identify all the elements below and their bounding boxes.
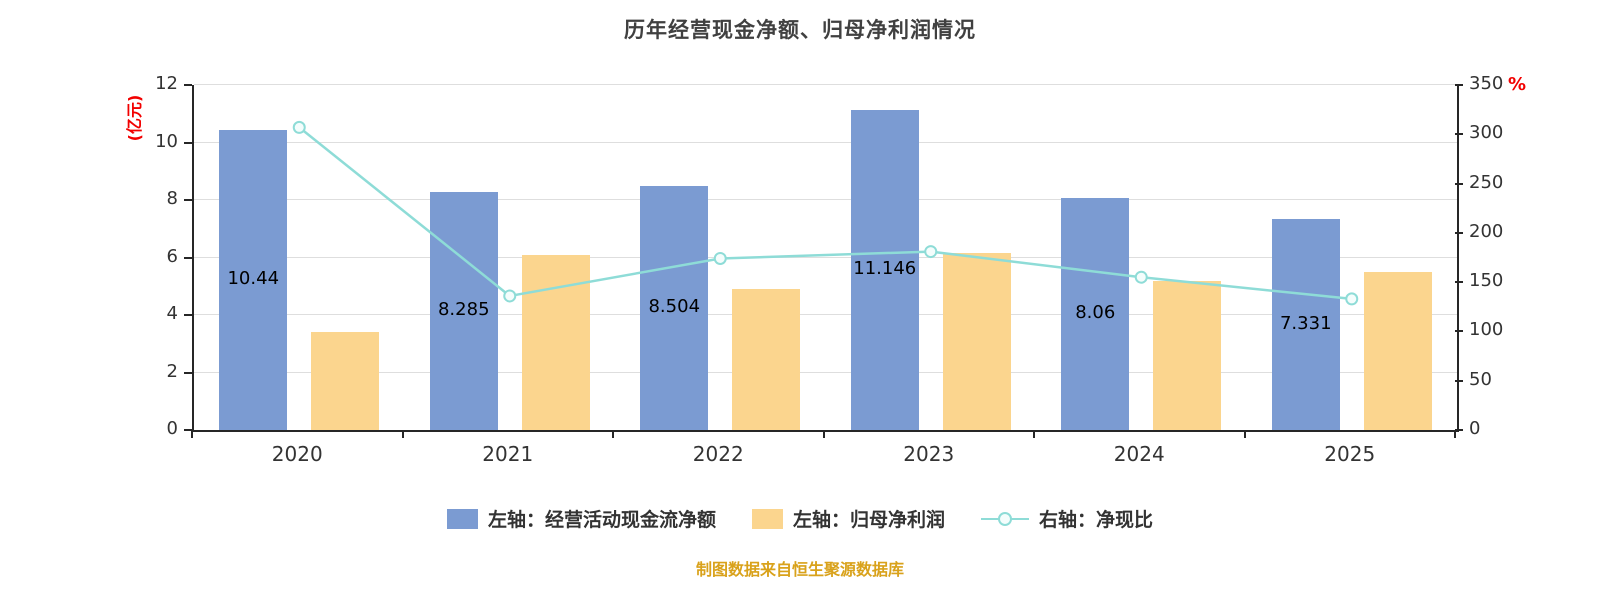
x-tick-mark: [1243, 430, 1246, 438]
legend-item-ratio: 右轴：净现比: [981, 505, 1153, 532]
plot-area: 10.44 8.285 8.504 11.146 8.06 7.331: [192, 84, 1459, 432]
value-label-2024: 8.06: [1075, 302, 1116, 324]
bar-netprofit-2022: [732, 289, 801, 430]
gridline: [194, 314, 1457, 315]
right-tick-label: 200: [1469, 220, 1504, 242]
gridline: [194, 84, 1457, 85]
chart-title: 历年经营现金净额、归母净利润情况: [624, 18, 976, 42]
left-tick-label: 10: [155, 130, 178, 152]
gridline: [194, 141, 1457, 143]
bar-netprofit-2020: [311, 332, 380, 430]
right-tick-mark: [1455, 182, 1463, 185]
right-tick-mark: [1455, 281, 1463, 284]
legend-item-net-profit: 左轴：归母净利润: [751, 505, 945, 532]
right-tick-label: 350: [1469, 73, 1504, 94]
left-tick-mark: [184, 371, 192, 374]
x-tick-mark: [1454, 430, 1456, 438]
right-tick-mark: [1455, 379, 1463, 382]
right-tick-label: 100: [1469, 319, 1504, 341]
right-tick-mark: [1455, 231, 1463, 234]
bar-netprofit-2023: [942, 253, 1011, 430]
legend-label-operating-cashflow: 左轴：经营活动现金流净额: [487, 509, 716, 531]
bar-netprofit-2024: [1153, 280, 1222, 430]
legend-label-net-profit: 左轴：归母净利润: [792, 509, 945, 531]
left-tick-mark: [184, 141, 192, 144]
left-tick-mark: [184, 199, 192, 201]
line-marker-2025: [1345, 292, 1359, 306]
right-axis-title: %: [1508, 74, 1527, 95]
bar-netprofit-2021: [521, 254, 590, 430]
x-axis-label-2020: 2020: [271, 442, 323, 466]
right-tick-label: 0: [1469, 418, 1481, 439]
bar-cashflow-2020: [219, 129, 288, 430]
x-axis-label-2021: 2021: [482, 442, 534, 466]
line-marker-2022: [713, 251, 727, 265]
left-tick-label: 0: [166, 418, 178, 439]
legend-label-ratio: 右轴：净现比: [1039, 509, 1154, 531]
right-tick-label: 300: [1469, 122, 1504, 144]
left-tick-label: 4: [166, 303, 178, 324]
right-tick-label: 50: [1469, 368, 1492, 390]
x-axis-label-2025: 2025: [1324, 442, 1376, 466]
x-tick-mark: [822, 430, 825, 438]
line-marker-2020: [292, 120, 306, 134]
legend-line-marker-icon: [981, 509, 1029, 529]
left-tick-label: 6: [166, 245, 178, 267]
left-tick-label: 12: [155, 73, 178, 94]
right-tick-mark: [1455, 133, 1463, 136]
legend-swatch-yellow-icon: [751, 508, 783, 529]
right-tick-mark: [1455, 429, 1463, 431]
left-tick-mark: [184, 84, 192, 86]
bar-netprofit-2025: [1363, 271, 1432, 430]
value-label-2022: 8.504: [648, 295, 701, 317]
right-tick-mark: [1455, 84, 1463, 86]
left-tick-mark: [184, 256, 192, 259]
x-axis-label-2023: 2023: [903, 442, 955, 466]
value-label-2020: 10.44: [227, 267, 280, 289]
right-tick-label: 150: [1469, 270, 1504, 292]
line-marker-2024: [1134, 270, 1148, 284]
x-axis-label-2022: 2022: [692, 442, 744, 466]
legend-dot-icon: [998, 511, 1012, 526]
value-label-2023: 11.146: [853, 257, 917, 279]
right-tick-mark: [1455, 330, 1463, 333]
value-label-2025: 7.331: [1279, 312, 1332, 334]
left-tick-label: 2: [166, 360, 178, 382]
x-axis-label-2024: 2024: [1113, 442, 1165, 466]
x-tick-mark: [191, 430, 193, 438]
value-label-2021: 8.285: [437, 298, 490, 320]
right-tick-label: 250: [1469, 171, 1504, 193]
legend: 左轴：经营活动现金流净额 左轴：归母净利润 右轴：净现比: [0, 505, 1600, 532]
left-tick-mark: [184, 314, 192, 316]
gridline: [194, 371, 1457, 373]
legend-swatch-blue-icon: [446, 508, 478, 529]
x-tick-mark: [401, 430, 404, 438]
x-tick-mark: [1033, 430, 1035, 438]
footer-note: 制图数据来自恒生聚源数据库: [695, 560, 904, 579]
line-marker-2023: [924, 245, 938, 259]
x-tick-mark: [612, 430, 614, 438]
left-tick-mark: [184, 429, 192, 431]
gridline: [194, 199, 1457, 200]
legend-item-operating-cashflow: 左轴：经营活动现金流净额: [446, 505, 716, 532]
left-tick-label: 8: [166, 188, 178, 209]
